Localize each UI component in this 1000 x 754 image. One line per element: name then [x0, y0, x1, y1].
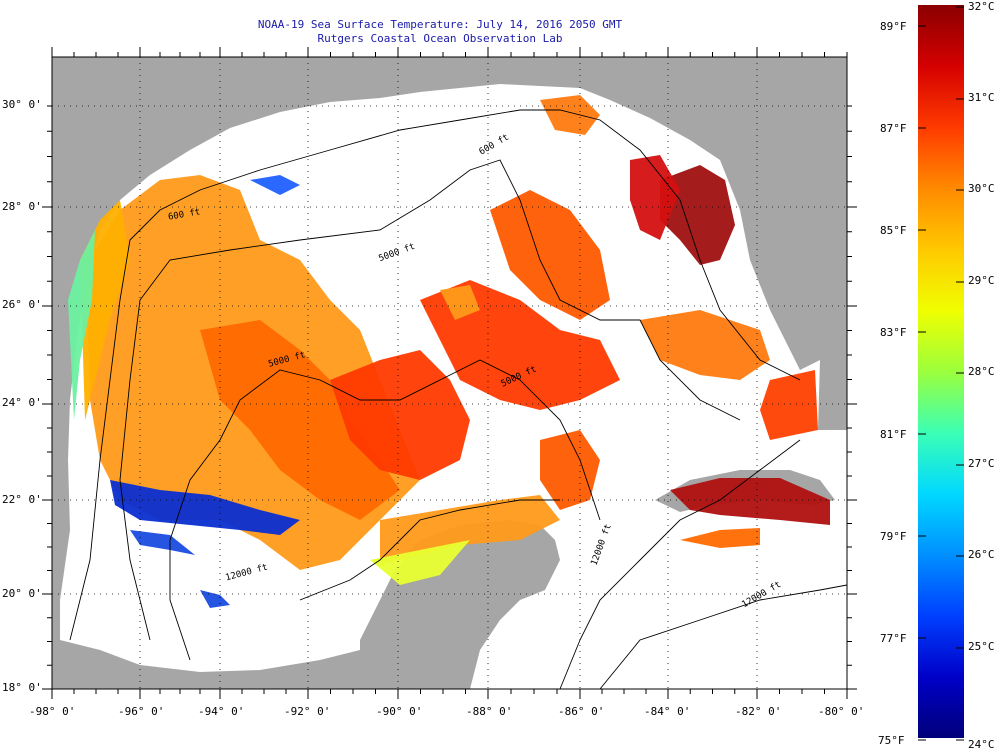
lon-label: -88° 0': [466, 705, 513, 718]
sst-patch: [250, 175, 300, 195]
sst-patch: [130, 530, 195, 555]
lon-label: -94° 0': [198, 705, 245, 718]
lon-label: -96° 0': [118, 705, 165, 718]
sst-layer: [68, 95, 830, 608]
sst-patch: [760, 370, 818, 440]
lon-label: -92° 0': [284, 705, 331, 718]
colorbar-c-label: 32°C: [968, 0, 995, 13]
depth-contour: [119, 159, 741, 641]
sst-patch: [670, 478, 830, 525]
depth-contour: [169, 359, 601, 661]
sst-patch: [540, 430, 600, 510]
colorbar-f-label: 89°F: [880, 20, 907, 33]
sst-patch: [68, 230, 95, 420]
colorbar-c-label: 28°C: [968, 365, 995, 378]
colorbar-c-label: 25°C: [968, 640, 995, 653]
sst-patch: [380, 495, 560, 565]
lon-label: -98° 0': [29, 705, 76, 718]
depth-contour: [69, 109, 801, 641]
colorbar-f-label: 77°F: [880, 632, 907, 645]
mexico-south-land: [60, 640, 360, 689]
axis-ticks: [42, 47, 857, 699]
lon-label: -82° 0': [735, 705, 782, 718]
sst-patch: [630, 155, 680, 240]
lat-label: 24° 0': [2, 396, 42, 409]
lat-label: 20° 0': [2, 587, 42, 600]
sst-patch: [110, 480, 300, 535]
colorbar-c-label: 30°C: [968, 182, 995, 195]
sst-patch: [640, 310, 770, 380]
colorbar: [918, 5, 964, 738]
colorbar-c-label: 24°C: [968, 738, 995, 751]
sst-patch: [370, 540, 470, 585]
florida-land: [730, 140, 847, 380]
lat-label: 28° 0': [2, 200, 42, 213]
colorbar-f-label: 85°F: [880, 224, 907, 237]
colorbar-c-label: 31°C: [968, 91, 995, 104]
sst-patch: [440, 285, 480, 320]
figure-subtitle: Rutgers Coastal Ocean Observation Lab: [317, 32, 563, 45]
colorbar-c-label: 29°C: [968, 274, 995, 287]
lon-label: -86° 0': [558, 705, 605, 718]
lat-label: 26° 0': [2, 298, 42, 311]
sst-patch: [490, 190, 610, 320]
lon-label: -80° 0': [818, 705, 865, 718]
lon-label: -84° 0': [644, 705, 691, 718]
colorbar-c-label: 26°C: [968, 548, 995, 561]
figure-title: NOAA-19 Sea Surface Temperature: July 14…: [257, 18, 623, 31]
depth-contour: [299, 499, 560, 601]
graticule: [52, 57, 847, 689]
colorbar-ticks: [918, 6, 964, 741]
sst-patch: [200, 320, 400, 520]
depth-contour: [559, 439, 801, 690]
map-frame: [51, 56, 848, 690]
colorbar-f-label: 79°F: [880, 530, 907, 543]
lat-label: 18° 0': [2, 681, 42, 694]
sst-patch: [540, 95, 600, 135]
colorbar-f-label: 81°F: [880, 428, 907, 441]
colorbar-f-label: 75°F: [878, 734, 905, 747]
sst-patch: [200, 590, 230, 608]
lat-label: 30° 0': [2, 98, 42, 111]
colorbar-c-label: 27°C: [968, 457, 995, 470]
bathymetry-contours: [69, 109, 848, 690]
colorbar-f-label: 83°F: [880, 326, 907, 339]
colorbar-f-label: 87°F: [880, 122, 907, 135]
sst-patch: [680, 528, 760, 548]
lon-label: -90° 0': [376, 705, 423, 718]
depth-contour: [599, 584, 848, 690]
lat-label: 22° 0': [2, 493, 42, 506]
